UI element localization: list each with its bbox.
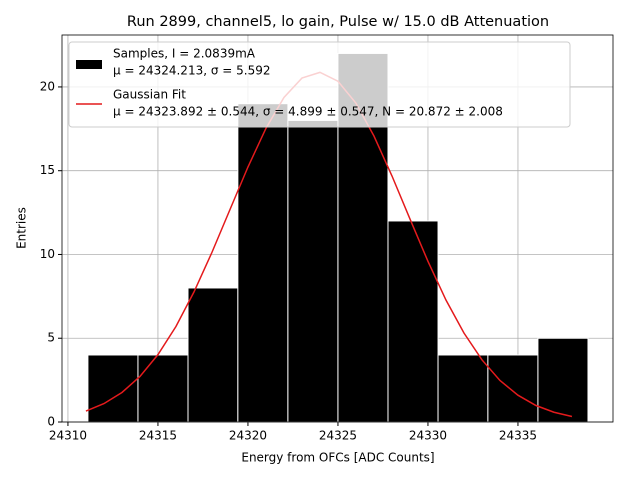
legend-box (68, 41, 571, 128)
y-axis-label: Entries (15, 207, 29, 249)
bar (187, 287, 239, 423)
y-tick-label: 15 (40, 163, 55, 177)
y-tick-label: 5 (47, 331, 55, 345)
bar (137, 354, 189, 423)
legend-swatch (76, 60, 102, 69)
x-tick-label: 24320 (229, 429, 267, 443)
bar (487, 354, 539, 423)
x-tick-label: 24315 (139, 429, 177, 443)
x-tick-label: 24310 (49, 429, 87, 443)
legend-stats: μ = 24324.213, σ = 5.592 (113, 64, 270, 78)
bar (237, 103, 289, 423)
bar (87, 354, 139, 423)
y-tick-label: 10 (40, 247, 55, 261)
chart-title: Run 2899, channel5, lo gain, Pulse w/ 15… (127, 14, 549, 30)
plot-frame (61, 34, 614, 423)
bar (287, 119, 339, 423)
x-tick-label: 24330 (409, 429, 447, 443)
y-tick-label: 20 (40, 79, 55, 93)
legend-label: Gaussian Fit (113, 88, 186, 102)
bar (387, 220, 439, 423)
y-tick-label: 0 (47, 415, 55, 429)
legend-label: Samples, I = 2.0839mA (113, 47, 256, 61)
x-tick-label: 24325 (319, 429, 357, 443)
legend-stats: μ = 24323.892 ± 0.544, σ = 4.899 ± 0.547… (113, 105, 503, 119)
x-axis-label: Energy from OFCs [ADC Counts] (241, 451, 434, 465)
x-tick-label: 24335 (499, 429, 537, 443)
bar (437, 354, 489, 423)
